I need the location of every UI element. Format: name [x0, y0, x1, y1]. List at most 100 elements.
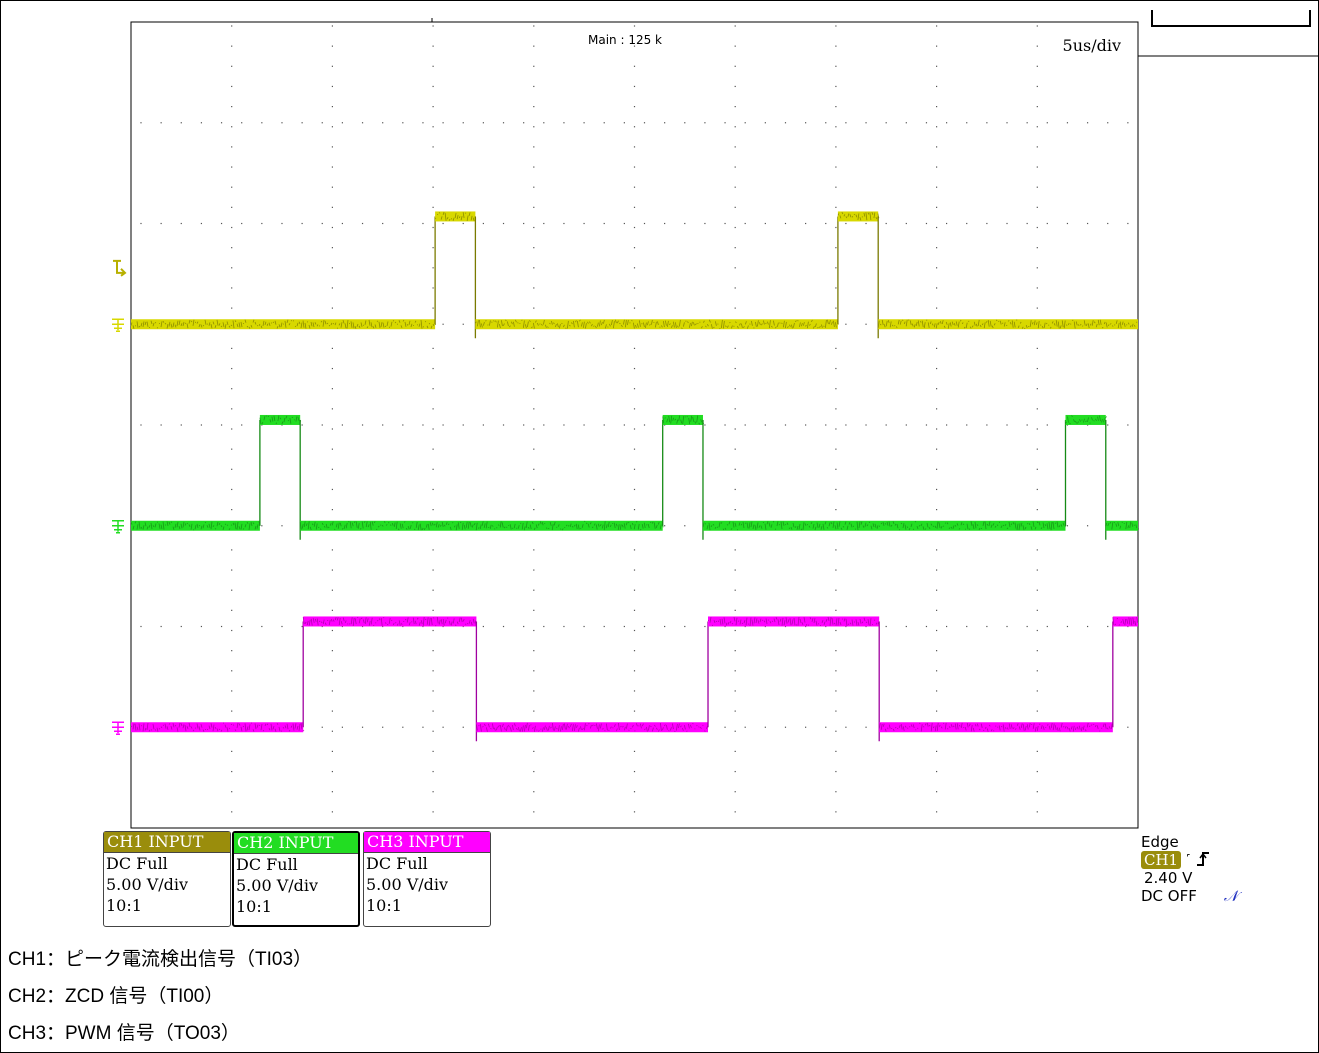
grid-dot: [1107, 625, 1109, 628]
grid-dot: [936, 45, 938, 47]
grid-dot: [805, 122, 807, 124]
grid-dot: [231, 549, 233, 551]
grid-dot: [734, 307, 736, 309]
grid-dot: [986, 424, 988, 426]
grid-dot: [402, 222, 404, 225]
grid-dot: [301, 625, 303, 628]
readout-panel-edge: [1137, 22, 1319, 57]
grid-dot: [623, 222, 625, 225]
grid-dot: [533, 811, 535, 813]
grid-dot: [442, 222, 444, 225]
grid-dot: [502, 424, 505, 426]
grid-dot: [1036, 428, 1038, 430]
grid-dot: [231, 750, 233, 752]
grid-dot: [734, 770, 736, 773]
grid-dot: [432, 509, 434, 511]
grid-dot: [1086, 122, 1089, 124]
grid-dot: [936, 549, 938, 551]
grid-dot: [633, 710, 636, 712]
grid-dot: [432, 307, 434, 309]
grid-dot: [633, 25, 636, 27]
grid-dot: [341, 424, 343, 426]
grid-dot: [1036, 750, 1038, 752]
grid-dot: [331, 468, 333, 470]
grid-dot: [361, 424, 364, 426]
grid-dot: [966, 625, 968, 628]
ground-marker-ch1-icon: [112, 318, 124, 332]
ground-marker-ch2-icon: [112, 520, 124, 534]
grid-dot: [865, 424, 867, 426]
grid-dot: [331, 25, 333, 27]
grid-dot: [341, 726, 343, 728]
grid-dot: [432, 106, 434, 108]
grid-dot: [331, 791, 333, 793]
grid-dot: [422, 122, 424, 124]
grid-dot: [432, 126, 434, 128]
grid-dot: [1026, 122, 1028, 124]
grid-dot: [331, 730, 333, 732]
grid-dot: [231, 106, 233, 108]
grid-dot: [623, 424, 625, 426]
grid-dot: [432, 488, 434, 491]
grid-dot: [1086, 424, 1089, 426]
grid-dot: [231, 650, 233, 652]
grid-dot: [845, 726, 847, 728]
waveform-traces: [130, 211, 1140, 742]
grid-dot: [633, 65, 636, 67]
grid-dot: [966, 424, 968, 426]
grid-dot: [462, 323, 464, 325]
grid-dot: [936, 589, 938, 591]
grid-dot: [180, 625, 182, 628]
grid-dot: [281, 122, 283, 124]
grid-dot: [835, 408, 837, 410]
grid-dot: [936, 206, 938, 208]
grid-dot: [936, 811, 938, 813]
grid-dot: [744, 222, 746, 225]
grid-dot: [835, 629, 837, 632]
grid-dot: [936, 388, 938, 390]
noise-reject-icon: 𝒩: [1223, 887, 1239, 905]
grid-dot: [331, 287, 333, 289]
rising-edge-icon: ˹: [1185, 851, 1191, 869]
grid-dot: [301, 424, 303, 426]
grid-dot: [643, 122, 646, 124]
grid-dot: [734, 45, 736, 47]
grid-dot: [382, 625, 384, 628]
grid-dot: [1036, 126, 1038, 128]
grid-dot: [865, 323, 867, 325]
grid-dot: [432, 267, 434, 269]
grid-dot: [241, 122, 243, 124]
grid-dot: [1107, 424, 1109, 426]
channel-header: CH3 INPUT: [364, 832, 490, 853]
grid-dot: [140, 122, 142, 124]
trace-ch3: [130, 616, 1139, 742]
grid-dot: [533, 226, 535, 229]
trigger-panel: Edge CH1 ˹ 2.40 V DC OFF 𝒩: [1141, 833, 1238, 905]
grid-dot: [331, 750, 333, 752]
grid-dot: [261, 122, 263, 124]
trace-noise: [662, 415, 705, 425]
grid-dot: [200, 222, 203, 225]
grid-dot: [946, 625, 948, 628]
grid-dot: [835, 65, 837, 67]
grid-dot: [533, 569, 535, 571]
grid-dot: [533, 690, 535, 692]
grid-dot: [724, 625, 726, 628]
grid-dot: [936, 670, 938, 672]
grid-dot: [281, 424, 283, 426]
grid-dot: [533, 267, 535, 269]
grid-dot: [422, 424, 424, 426]
grid-dot: [331, 226, 333, 229]
grid-dot: [1046, 222, 1048, 225]
channel-header: CH1 INPUT: [104, 832, 230, 853]
grid-dot: [734, 569, 736, 571]
grid-dot: [633, 569, 636, 571]
grid-dot: [533, 126, 535, 128]
grid-dot: [1036, 388, 1038, 390]
trace-band: [708, 616, 880, 627]
trace-band: [476, 722, 709, 733]
grid-dot: [1046, 122, 1048, 124]
grid-dot: [231, 609, 233, 611]
grid-dot: [905, 424, 907, 426]
grid-dot: [734, 206, 736, 208]
